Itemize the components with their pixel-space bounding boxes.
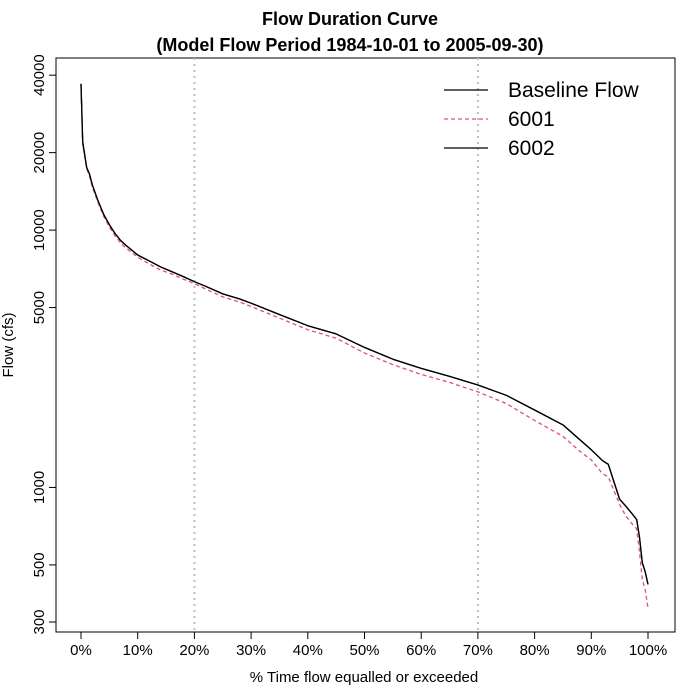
y-tick-label: 20000 [31,132,48,174]
x-axis-label: % Time flow equalled or exceeded [250,669,478,686]
x-tick-label: 0% [70,642,92,659]
y-tick-label: 10000 [31,209,48,251]
x-tick-label: 30% [236,642,266,659]
plot-frame [55,57,676,633]
legend-label: Baseline Flow [508,79,640,102]
series-lines [80,83,649,609]
x-tick-label: 60% [406,642,436,659]
x-tick-label: 70% [463,642,493,659]
legend-label: 6002 [508,137,555,160]
x-tick-label: 100% [629,642,667,659]
y-tick-label: 500 [31,552,48,577]
y-tick-label: 5000 [31,291,48,324]
y-tick-label: 1000 [31,471,48,504]
y-axis: 300 500 1000 5000 10000 20000 40000 [31,54,56,635]
x-axis: 0% 10% 20% 30% 40% 50% 60% 70% 80% 90% 100% [70,632,667,659]
reference-lines [193,58,479,632]
legend: Baseline Flow 6001 6002 [444,79,640,160]
y-tick-label: 40000 [31,54,48,96]
y-axis-label: Flow (cfs) [0,313,17,378]
x-tick-label: 80% [520,642,550,659]
series-line-6002 [80,83,649,585]
x-tick-label: 20% [179,642,209,659]
chart-subtitle: (Model Flow Period 1984-10-01 to 2005-09… [156,35,543,55]
series-line-baseline-flow [80,83,649,585]
y-tick-label: 300 [31,609,48,634]
chart-title: Flow Duration Curve [262,9,438,29]
x-tick-label: 50% [349,642,379,659]
series-line-6001 [80,85,649,609]
x-tick-label: 40% [293,642,323,659]
x-tick-label: 90% [576,642,606,659]
legend-label: 6001 [508,108,555,131]
x-tick-label: 10% [123,642,153,659]
